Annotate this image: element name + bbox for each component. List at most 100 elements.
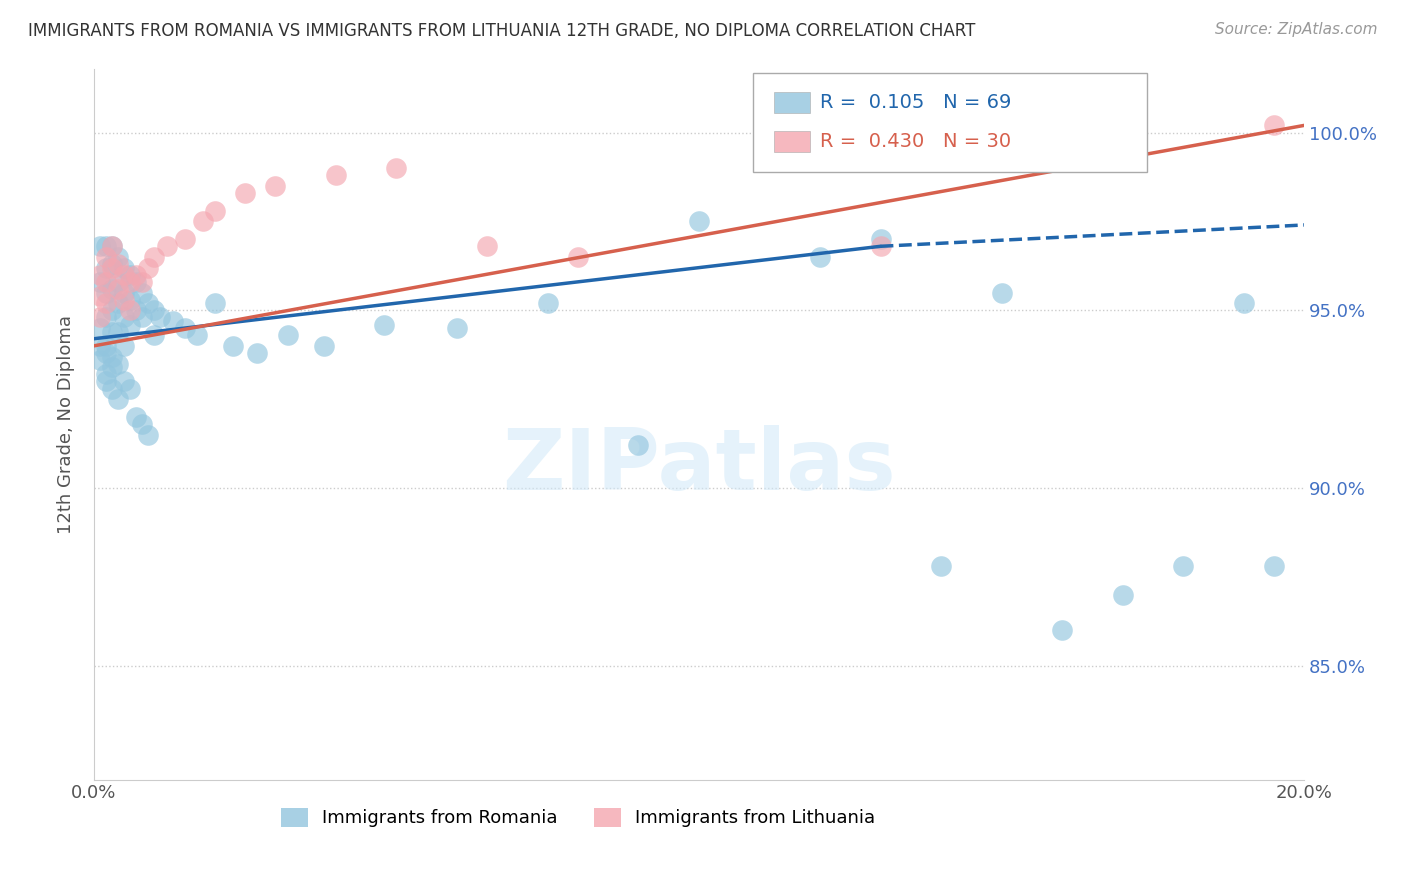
Text: Source: ZipAtlas.com: Source: ZipAtlas.com — [1215, 22, 1378, 37]
Point — [143, 303, 166, 318]
Point — [89, 289, 111, 303]
Y-axis label: 12th Grade, No Diploma: 12th Grade, No Diploma — [58, 315, 75, 533]
Point — [246, 346, 269, 360]
Point — [89, 339, 111, 353]
Point — [101, 382, 124, 396]
Point — [567, 250, 589, 264]
Point — [107, 282, 129, 296]
Point — [107, 250, 129, 264]
Point — [89, 321, 111, 335]
Point — [688, 214, 710, 228]
Point — [101, 360, 124, 375]
Point — [131, 417, 153, 431]
Point — [143, 250, 166, 264]
Point — [120, 293, 142, 307]
Point — [120, 303, 142, 318]
Point — [125, 303, 148, 318]
Point — [94, 239, 117, 253]
Point — [155, 239, 177, 253]
Point — [94, 296, 117, 310]
Point — [101, 239, 124, 253]
Point — [107, 275, 129, 289]
Point — [138, 296, 160, 310]
Point — [94, 368, 117, 382]
Point — [385, 161, 408, 175]
Text: IMMIGRANTS FROM ROMANIA VS IMMIGRANTS FROM LITHUANIA 12TH GRADE, NO DIPLOMA CORR: IMMIGRANTS FROM ROMANIA VS IMMIGRANTS FR… — [28, 22, 976, 40]
Point — [1171, 559, 1194, 574]
Point — [101, 282, 124, 296]
FancyBboxPatch shape — [775, 92, 810, 113]
Point — [162, 314, 184, 328]
Point — [138, 427, 160, 442]
Point — [191, 214, 214, 228]
Point — [990, 285, 1012, 300]
Point — [808, 250, 831, 264]
Point — [120, 268, 142, 282]
Point — [94, 310, 117, 325]
Point — [112, 260, 135, 275]
Point — [869, 239, 891, 253]
Point — [373, 318, 395, 332]
Point — [112, 285, 135, 300]
Point — [125, 409, 148, 424]
Legend: Immigrants from Romania, Immigrants from Lithuania: Immigrants from Romania, Immigrants from… — [273, 801, 883, 835]
Point — [94, 346, 117, 360]
Point — [477, 239, 499, 253]
Point — [107, 296, 129, 310]
FancyBboxPatch shape — [775, 131, 810, 153]
Point — [1232, 296, 1254, 310]
Point — [277, 328, 299, 343]
Point — [1050, 624, 1073, 638]
Point — [186, 328, 208, 343]
Point — [107, 325, 129, 339]
Point — [101, 239, 124, 253]
Point — [627, 438, 650, 452]
Point — [89, 310, 111, 325]
Point — [131, 285, 153, 300]
Point — [107, 392, 129, 407]
Point — [173, 321, 195, 335]
Point — [131, 275, 153, 289]
Point — [120, 318, 142, 332]
Point — [94, 275, 117, 289]
Point — [929, 559, 952, 574]
Point — [312, 339, 335, 353]
Point — [537, 296, 560, 310]
Point — [325, 168, 347, 182]
FancyBboxPatch shape — [754, 73, 1147, 171]
Point — [1263, 559, 1285, 574]
Point — [112, 375, 135, 389]
Point — [264, 178, 287, 193]
Point — [131, 310, 153, 325]
Point — [120, 275, 142, 289]
Text: R =  0.430   N = 30: R = 0.430 N = 30 — [820, 132, 1011, 152]
Point — [1111, 588, 1133, 602]
Point — [101, 260, 124, 275]
Point — [107, 257, 129, 271]
Point — [112, 268, 135, 282]
Point — [120, 382, 142, 396]
Point — [204, 203, 226, 218]
Point — [125, 275, 148, 289]
Point — [143, 328, 166, 343]
Point — [101, 303, 124, 318]
Point — [222, 339, 245, 353]
Point — [107, 357, 129, 371]
Point — [149, 310, 172, 325]
Point — [94, 250, 117, 264]
Point — [112, 310, 135, 325]
Point — [94, 285, 117, 300]
Point — [101, 325, 124, 339]
Point — [125, 268, 148, 282]
Point — [89, 353, 111, 368]
Point — [94, 260, 117, 275]
Point — [869, 232, 891, 246]
Point — [94, 339, 117, 353]
Text: ZIPatlas: ZIPatlas — [502, 425, 896, 508]
Point — [89, 239, 111, 253]
Point — [446, 321, 468, 335]
Point — [89, 275, 111, 289]
Point — [233, 186, 256, 200]
Point — [112, 293, 135, 307]
Point — [138, 260, 160, 275]
